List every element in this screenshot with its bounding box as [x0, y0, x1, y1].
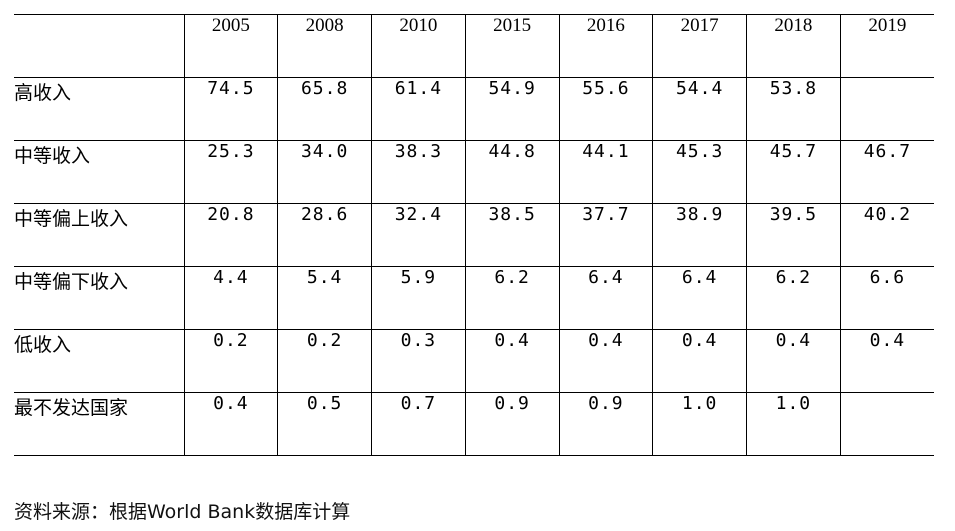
data-table-container: 2005 2008 2010 2015 2016 2017 2018 2019 … — [14, 14, 934, 456]
table-cell: 53.8 — [746, 77, 841, 141]
year-header: 2017 — [652, 14, 747, 78]
table-cell: 20.8 — [184, 203, 279, 267]
year-header: 2016 — [559, 14, 654, 78]
table-cell: 0.4 — [465, 329, 560, 393]
table-cell: 6.6 — [840, 266, 934, 330]
table-cell: 39.5 — [746, 203, 841, 267]
year-header: 2015 — [465, 14, 560, 78]
header-row: 2005 2008 2010 2015 2016 2017 2018 2019 — [14, 14, 934, 78]
table-cell: 0.9 — [559, 392, 654, 456]
year-header: 2005 — [184, 14, 279, 78]
table-cell: 46.7 — [840, 140, 934, 204]
table-cell: 0.4 — [652, 329, 747, 393]
income-group-table: 2005 2008 2010 2015 2016 2017 2018 2019 … — [14, 14, 934, 456]
row-label: 最不发达国家 — [14, 392, 185, 456]
table-cell: 32.4 — [371, 203, 466, 267]
table-cell: 1.0 — [652, 392, 747, 456]
year-header: 2008 — [277, 14, 372, 78]
table-cell: 6.2 — [746, 266, 841, 330]
table-cell: 28.6 — [277, 203, 372, 267]
row-label: 中等偏下收入 — [14, 266, 185, 330]
table-row: 最不发达国家 0.4 0.5 0.7 0.9 0.9 1.0 1.0 — [14, 392, 934, 456]
table-cell: 0.5 — [277, 392, 372, 456]
table-cell: 25.3 — [184, 140, 279, 204]
table-cell: 0.3 — [371, 329, 466, 393]
table-cell: 54.4 — [652, 77, 747, 141]
year-header: 2018 — [746, 14, 841, 78]
table-cell: 38.5 — [465, 203, 560, 267]
table-cell: 6.4 — [559, 266, 654, 330]
table-cell: 0.4 — [840, 329, 934, 393]
table-cell: 44.1 — [559, 140, 654, 204]
row-label: 低收入 — [14, 329, 185, 393]
table-cell: 5.9 — [371, 266, 466, 330]
table-cell: 37.7 — [559, 203, 654, 267]
header-corner-cell — [14, 14, 185, 78]
source-note: 资料来源：根据World Bank数据库计算 — [14, 501, 351, 523]
table-cell: 6.4 — [652, 266, 747, 330]
table-cell: 65.8 — [277, 77, 372, 141]
table-cell: 45.7 — [746, 140, 841, 204]
year-header: 2019 — [840, 14, 934, 78]
table-row: 中等偏下收入 4.4 5.4 5.9 6.2 6.4 6.4 6.2 6.6 — [14, 266, 934, 330]
table-cell: 34.0 — [277, 140, 372, 204]
table-cell: 45.3 — [652, 140, 747, 204]
row-label: 中等收入 — [14, 140, 185, 204]
table-cell: 6.2 — [465, 266, 560, 330]
table-cell: 0.4 — [746, 329, 841, 393]
table-row: 中等收入 25.3 34.0 38.3 44.8 44.1 45.3 45.7 … — [14, 140, 934, 204]
table-cell: 40.2 — [840, 203, 934, 267]
table-row: 高收入 74.5 65.8 61.4 54.9 55.6 54.4 53.8 — [14, 77, 934, 141]
table-cell: 74.5 — [184, 77, 279, 141]
table-cell: 55.6 — [559, 77, 654, 141]
table-cell: 0.2 — [277, 329, 372, 393]
table-cell: 0.7 — [371, 392, 466, 456]
table-cell: 44.8 — [465, 140, 560, 204]
table-cell: 0.4 — [184, 392, 279, 456]
row-label: 中等偏上收入 — [14, 203, 185, 267]
table-cell: 0.2 — [184, 329, 279, 393]
table-cell: 38.3 — [371, 140, 466, 204]
table-cell: 54.9 — [465, 77, 560, 141]
table-cell — [840, 392, 934, 456]
table-cell: 4.4 — [184, 266, 279, 330]
table-cell: 0.4 — [559, 329, 654, 393]
table-cell — [840, 77, 934, 141]
table-cell: 38.9 — [652, 203, 747, 267]
table-cell: 0.9 — [465, 392, 560, 456]
table-cell: 5.4 — [277, 266, 372, 330]
table-row: 低收入 0.2 0.2 0.3 0.4 0.4 0.4 0.4 0.4 — [14, 329, 934, 393]
table-row: 中等偏上收入 20.8 28.6 32.4 38.5 37.7 38.9 39.… — [14, 203, 934, 267]
year-header: 2010 — [371, 14, 466, 78]
table-cell: 1.0 — [746, 392, 841, 456]
row-label: 高收入 — [14, 77, 185, 141]
table-cell: 61.4 — [371, 77, 466, 141]
